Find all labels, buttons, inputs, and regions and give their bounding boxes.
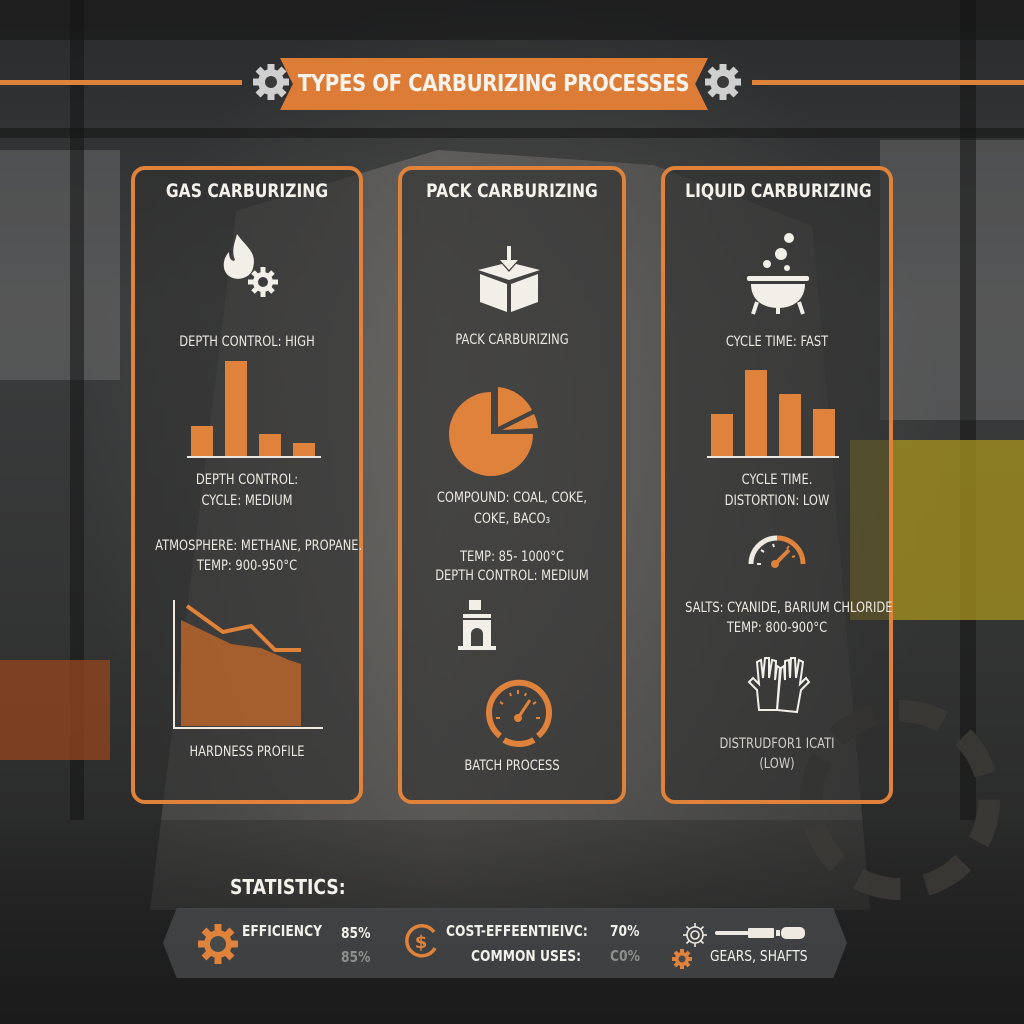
gloves-icon [747, 657, 811, 714]
salts-text: SALTS: CYANIDE, BARIUM CHLORIDE [685, 600, 893, 616]
statistics-title: STATISTICS: [230, 875, 346, 899]
card-title: PACK CARBURIZING [426, 180, 598, 202]
distortion-garbled-text: DISTRUDFOR1 ICATI [719, 736, 835, 752]
card-pack-carburizing: PACK CARBURIZING PACK CARBURIZING COMPOU… [398, 166, 626, 804]
chart-baseline [187, 456, 321, 458]
cycle-time-text: CYCLE TIME: FAST [725, 334, 829, 350]
box-arrow-icon [478, 246, 540, 312]
efficiency-value: 85% [341, 924, 371, 942]
bar [293, 443, 315, 456]
depth-control-text: DEPTH CONTROL: HIGH [179, 334, 315, 350]
atmosphere-text: ATMOSPHERE: METHANE, PROPANE. [155, 538, 363, 554]
gear-icon [705, 64, 741, 100]
bar [225, 361, 247, 456]
dollar-coin-icon: $ [405, 924, 437, 958]
header-rule-right [752, 80, 1024, 85]
depth-control-text: DEPTH CONTROL: MEDIUM [435, 568, 589, 584]
efficiency-label: EFFICIENCY [242, 922, 323, 940]
statistics-panel [163, 908, 847, 978]
batch-process-label: BATCH PROCESS [464, 758, 560, 774]
flame-gear-icon [223, 234, 278, 297]
hardness-profile-label: HARDNESS PROFILE [189, 744, 305, 760]
gear-outline-icon [683, 923, 707, 947]
common-uses-text: GEARS, SHAFTS [710, 947, 808, 965]
compound-text: COMPOUND: COAL, COKE, [436, 490, 588, 506]
efficiency-sub-value: 85% [341, 948, 371, 966]
bar-chart-liquid [711, 370, 835, 456]
chart-caption: DISTORTION: LOW [724, 493, 830, 509]
temperature-text: TEMP: 800-900°C [726, 620, 828, 636]
gauge-icon [748, 535, 806, 568]
page-title: TYPES OF CARBURIZING PROCESSES [298, 71, 690, 97]
pie-chart-icon [449, 387, 538, 476]
chart-baseline [707, 456, 839, 458]
bar [711, 414, 733, 456]
chart-caption: CYCLE: MEDIUM [201, 493, 293, 509]
common-uses-label: COMMON USES: [471, 947, 582, 965]
bar [191, 426, 213, 456]
temperature-text: TEMP: 85- 1000°C [460, 549, 564, 565]
gear-icon [672, 949, 692, 969]
cauldron-bubbles-icon [747, 233, 809, 315]
gear-icon [198, 924, 238, 964]
pack-subtitle: PACK CARBURIZING [455, 332, 569, 348]
furnace-icon [458, 600, 496, 650]
bar [813, 409, 835, 456]
card-title: LIQUID CARBURIZING [685, 180, 872, 202]
bar-chart-gas [191, 360, 315, 456]
card-gas-carburizing: GAS CARBURIZING DEPTH CONTROL: HIGH DEPT… [131, 166, 363, 804]
bar [745, 370, 767, 456]
header-rule-left [0, 80, 242, 85]
cost-effectiveness-label: COST-EFFEENTIEIVC: [446, 922, 588, 940]
gear-icon [253, 64, 289, 100]
compound-text: COKE, BACO₃ [473, 511, 551, 527]
card-title: GAS CARBURIZING [165, 180, 329, 202]
common-uses-value: C0% [610, 947, 640, 965]
card-liquid-carburizing: LIQUID CARBURIZING CYCLE TIME: FAST CYCL… [661, 166, 893, 804]
hardness-profile-chart [173, 600, 323, 729]
shaft-icon [715, 927, 805, 939]
title-banner: TYPES OF CARBURIZING PROCESSES [280, 58, 708, 110]
speedometer-icon [486, 679, 552, 747]
bar [779, 394, 801, 456]
distortion-garbled-text: (LOW) [759, 756, 795, 772]
svg-text:$: $ [415, 932, 428, 953]
bar [259, 434, 281, 456]
cost-effectiveness-value: 70% [610, 922, 640, 940]
temperature-text: TEMP: 900-950°C [196, 558, 298, 574]
chart-caption: DEPTH CONTROL: [195, 472, 299, 488]
chart-caption: CYCLE TIME. [741, 472, 813, 488]
